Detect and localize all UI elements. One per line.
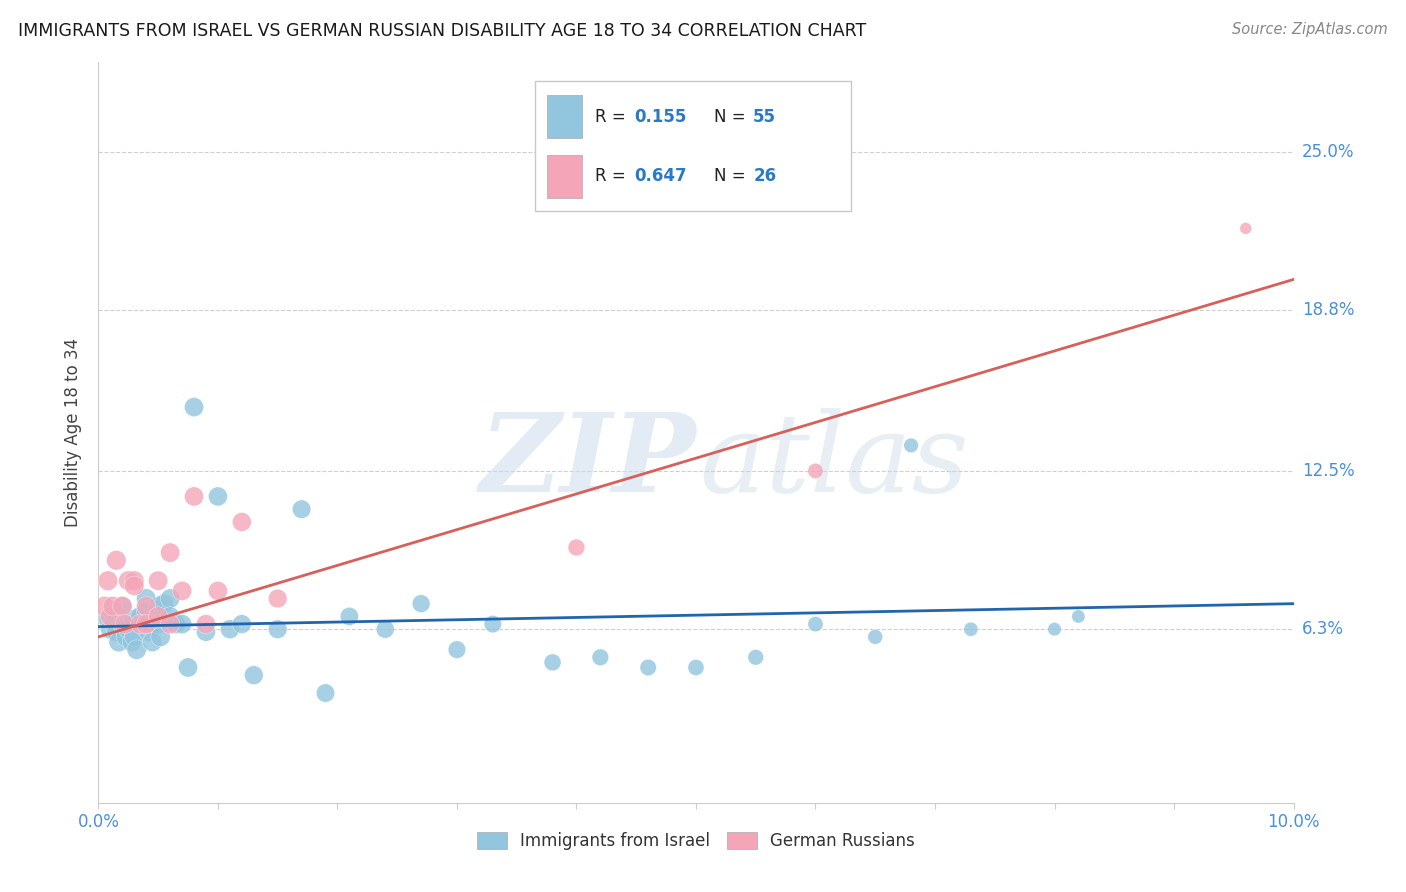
Point xyxy=(219,622,242,636)
Text: ZIP: ZIP xyxy=(479,409,696,516)
Point xyxy=(541,656,564,670)
Point xyxy=(243,668,266,682)
Point xyxy=(159,546,181,560)
Point xyxy=(207,583,229,598)
Point xyxy=(804,464,827,478)
Point xyxy=(97,574,120,588)
Point xyxy=(132,617,155,632)
Point xyxy=(565,541,588,555)
Point xyxy=(105,624,128,639)
Point xyxy=(124,630,146,644)
Point xyxy=(195,624,218,639)
Point xyxy=(960,622,983,636)
Point xyxy=(98,609,122,624)
Point xyxy=(93,599,115,614)
Text: 12.5%: 12.5% xyxy=(1302,462,1354,480)
Point xyxy=(374,622,396,636)
Point xyxy=(1043,622,1066,636)
Point xyxy=(121,635,143,649)
Point xyxy=(411,597,433,611)
Text: Source: ZipAtlas.com: Source: ZipAtlas.com xyxy=(1232,22,1388,37)
Point xyxy=(124,574,146,588)
Point xyxy=(1067,609,1090,624)
Point xyxy=(153,597,176,611)
Text: 6.3%: 6.3% xyxy=(1302,620,1344,638)
Y-axis label: Disability Age 18 to 34: Disability Age 18 to 34 xyxy=(65,338,83,527)
Text: 25.0%: 25.0% xyxy=(1302,143,1354,161)
Text: 18.8%: 18.8% xyxy=(1302,301,1354,319)
Point xyxy=(172,583,194,598)
Point xyxy=(745,650,768,665)
Point xyxy=(103,617,125,632)
Point xyxy=(97,612,120,626)
Point xyxy=(148,599,170,614)
Point xyxy=(101,599,124,614)
Point xyxy=(117,574,139,588)
Point xyxy=(135,617,157,632)
Point xyxy=(183,400,205,414)
Point xyxy=(111,617,134,632)
Point xyxy=(589,650,612,665)
Point xyxy=(267,591,290,606)
Point xyxy=(804,617,827,632)
Point xyxy=(115,630,138,644)
Point xyxy=(135,599,157,614)
Point xyxy=(482,617,505,632)
Point xyxy=(195,617,218,632)
Point xyxy=(149,630,172,644)
Point xyxy=(129,617,152,632)
Point xyxy=(231,515,253,529)
Point xyxy=(135,604,157,618)
Point xyxy=(148,574,170,588)
Point xyxy=(129,609,152,624)
Point xyxy=(114,622,136,636)
Point xyxy=(177,660,200,674)
Point xyxy=(172,617,194,632)
Point xyxy=(148,609,170,624)
Text: atlas: atlas xyxy=(700,409,969,516)
Point xyxy=(111,599,134,614)
Point xyxy=(117,622,139,636)
Point xyxy=(165,617,187,632)
Point xyxy=(101,604,124,618)
Point xyxy=(1234,221,1257,235)
Point xyxy=(183,490,205,504)
Point xyxy=(148,617,170,632)
Point xyxy=(159,591,181,606)
Point xyxy=(125,642,148,657)
Point xyxy=(105,553,128,567)
Text: IMMIGRANTS FROM ISRAEL VS GERMAN RUSSIAN DISABILITY AGE 18 TO 34 CORRELATION CHA: IMMIGRANTS FROM ISRAEL VS GERMAN RUSSIAN… xyxy=(18,22,866,40)
Point xyxy=(135,591,157,606)
Point xyxy=(865,630,887,644)
Point xyxy=(111,599,134,614)
Point xyxy=(900,438,922,452)
Point xyxy=(207,490,229,504)
Point xyxy=(159,609,181,624)
Point xyxy=(124,579,146,593)
Point xyxy=(446,642,468,657)
Point xyxy=(637,660,659,674)
Point xyxy=(114,617,136,632)
Point xyxy=(107,635,129,649)
Point xyxy=(138,624,160,639)
Point xyxy=(124,612,146,626)
Point xyxy=(159,617,181,632)
Point xyxy=(315,686,337,700)
Point xyxy=(685,660,707,674)
Point xyxy=(339,609,361,624)
Legend: Immigrants from Israel, German Russians: Immigrants from Israel, German Russians xyxy=(477,832,915,850)
Point xyxy=(141,635,163,649)
Point xyxy=(98,622,122,636)
Point xyxy=(291,502,314,516)
Point xyxy=(231,617,253,632)
Point xyxy=(267,622,290,636)
